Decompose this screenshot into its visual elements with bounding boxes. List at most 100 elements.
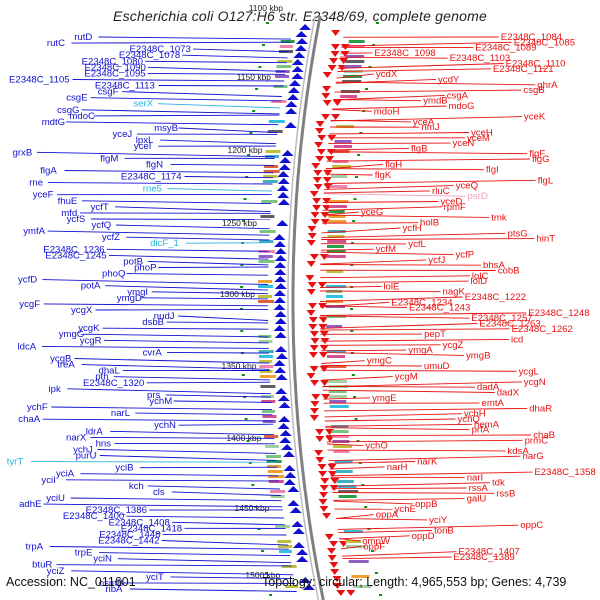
- gene-leader-line: [337, 68, 491, 72]
- gene-leader-line: [98, 36, 291, 40]
- feature-block-right: [328, 215, 346, 218]
- feature-block-left: [267, 130, 283, 133]
- forward-gene-arrow: [276, 220, 289, 226]
- feature-block-left: [273, 85, 288, 88]
- forward-gene-arrow: [274, 241, 286, 247]
- gene-leader-line: [65, 479, 280, 482]
- reverse-gene-arrow: [312, 198, 322, 204]
- reverse-gene-arrow: [309, 415, 319, 421]
- tick-mark-right: [350, 330, 354, 332]
- forward-gene-arrow: [291, 59, 304, 65]
- gene-leader-line: [80, 473, 279, 477]
- gene-label-left: ychF: [27, 402, 48, 413]
- tick-mark-left: [264, 572, 268, 574]
- gene-leader-line: [184, 176, 274, 179]
- gene-label-right: yceH: [471, 128, 493, 139]
- gene-leader-line: [193, 48, 289, 53]
- feature-block-left: [279, 45, 293, 48]
- gene-leader-line: [322, 381, 522, 388]
- feature-block-right: [345, 540, 362, 543]
- gene-label-left: prs: [147, 390, 161, 401]
- forward-gene-arrow: [277, 178, 290, 184]
- gene-leader-line: [324, 179, 536, 184]
- gene-leader-line: [330, 471, 533, 477]
- reverse-gene-arrow: [329, 58, 339, 64]
- forward-gene-arrow: [288, 80, 301, 86]
- gene-leader-line: [324, 418, 456, 422]
- gene-leader-line: [170, 163, 275, 166]
- gene-label-left: ycfQ: [92, 220, 112, 231]
- feature-block-left: [271, 100, 287, 103]
- reverse-gene-arrow: [322, 100, 332, 106]
- gene-label-left: ycgR: [80, 335, 102, 346]
- gene-label-left: ycfS: [67, 214, 86, 225]
- feature-block-right: [327, 355, 345, 358]
- feature-block-left: [270, 490, 286, 493]
- tick-mark-right: [359, 132, 363, 134]
- gene-label-right: yceK: [524, 112, 546, 123]
- reverse-gene-arrow: [318, 499, 328, 505]
- feature-block-right: [328, 210, 345, 213]
- gene-leader-line: [67, 388, 271, 395]
- forward-gene-arrow: [274, 367, 287, 373]
- genome-title: Escherichia coli O127:H6 str. E2348/69, …: [113, 8, 487, 24]
- gene-leader-line: [173, 400, 272, 403]
- reverse-gene-arrow: [329, 562, 339, 568]
- reverse-gene-arrow: [322, 72, 332, 78]
- gene-label-left: tyrT: [7, 457, 24, 468]
- gene-leader-line: [337, 63, 504, 69]
- gene-label-right: oppB: [415, 499, 437, 510]
- tick-mark-right: [350, 308, 353, 310]
- gene-label-right: ghrA: [537, 80, 558, 91]
- gene-label-right: emtA: [482, 398, 505, 409]
- gene-leader-line: [113, 376, 271, 381]
- gene-label-left: fhuE: [58, 196, 78, 207]
- gene-label-left: E2348C_1236: [43, 244, 104, 255]
- gene-leader-line: [72, 79, 285, 82]
- gene-label-left: dsbB: [142, 317, 164, 328]
- forward-gene-arrow: [279, 437, 292, 443]
- feature-block-left: [259, 240, 274, 243]
- feature-block-left: [258, 350, 274, 353]
- gene-leader-line: [83, 333, 269, 338]
- reverse-gene-arrow: [314, 142, 324, 148]
- reverse-gene-arrow: [315, 429, 325, 435]
- forward-gene-arrow: [295, 31, 308, 37]
- gene-leader-line: [93, 114, 280, 117]
- gene-label-left: E2348C_1245: [45, 250, 106, 261]
- gene-leader-line: [320, 259, 427, 265]
- gene-leader-line: [326, 439, 523, 443]
- gene-leader-line: [178, 315, 269, 321]
- gene-label-left: yciB: [115, 463, 133, 474]
- forward-gene-arrow: [278, 164, 291, 170]
- gene-label-right: yceD: [441, 197, 463, 208]
- gene-label-right: ycgN: [524, 377, 546, 388]
- gene-leader-line: [158, 266, 269, 268]
- feature-block-left: [260, 215, 275, 218]
- gene-label-right: ptsG: [508, 228, 528, 239]
- gene-leader-line: [330, 116, 522, 122]
- gene-leader-line: [90, 436, 275, 439]
- gene-label-left: E2348C_1400: [63, 511, 124, 522]
- forward-gene-arrow: [274, 332, 287, 338]
- gene-leader-line: [335, 514, 374, 520]
- gene-leader-line: [320, 344, 441, 346]
- gene-leader-line: [47, 182, 273, 185]
- gene-label-right: flgI: [486, 165, 499, 176]
- gene-leader-line: [147, 485, 281, 490]
- feature-block-right: [326, 250, 346, 253]
- gene-leader-line: [321, 369, 517, 372]
- feature-block-right: [336, 125, 355, 128]
- gene-leader-line: [97, 449, 276, 454]
- reverse-gene-arrow: [331, 114, 341, 120]
- gene-label-left: trpA: [26, 542, 44, 553]
- gene-label-left: mdtG: [42, 117, 65, 128]
- gene-label-left: ymgD: [117, 293, 142, 304]
- gene-leader-line: [79, 212, 271, 214]
- gene-label-left: ldcA: [18, 341, 37, 352]
- feature-block-left: [263, 175, 278, 178]
- gene-label-right: nagK: [443, 287, 466, 298]
- reverse-gene-arrow: [310, 380, 320, 386]
- gene-label-left: ychJ: [73, 445, 93, 456]
